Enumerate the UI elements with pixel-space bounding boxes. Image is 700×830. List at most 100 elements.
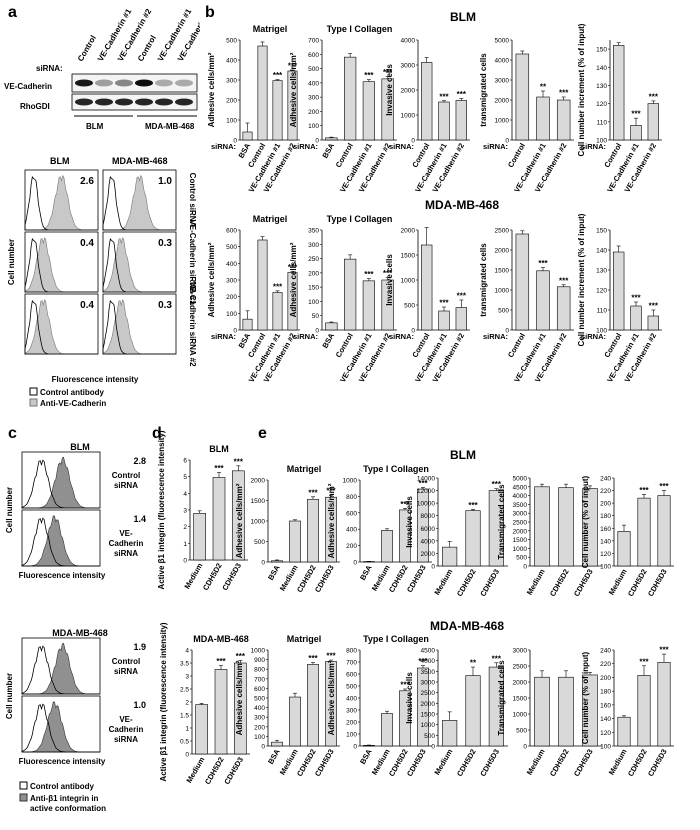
y-tick-label: 6000	[421, 526, 436, 533]
bar	[631, 125, 642, 140]
sirna-prefix: siRNA:	[581, 332, 606, 341]
significance-label: ***	[308, 488, 318, 497]
y-tick-label: 300	[226, 278, 237, 285]
bar	[439, 311, 450, 330]
y-tick-label: 140	[596, 248, 607, 255]
category-label: Medium	[432, 747, 454, 776]
bar	[289, 521, 300, 562]
y-tick-label: 700	[254, 676, 265, 683]
y-tick-label: 2500	[513, 664, 528, 671]
y-tick-label: 180	[600, 689, 611, 696]
y-tick-label: 300	[308, 242, 319, 249]
y-tick-label: 2	[183, 524, 187, 531]
category-label: BSA	[358, 747, 374, 766]
y-tick-label: 2000	[495, 248, 510, 255]
y-axis-label: Invasive cells	[385, 64, 394, 116]
sirna-prefix: siRNA:	[581, 142, 606, 151]
significance-label: ***	[439, 92, 449, 101]
y-tick-label: 100	[226, 311, 237, 318]
y-tick-label: 100	[308, 299, 319, 306]
y-tick-label: 200	[308, 109, 319, 116]
significance-label: ***	[639, 657, 649, 666]
y-tick-label: 240	[600, 476, 611, 483]
y-axis-label: Cell number increment (% of input)	[577, 23, 586, 156]
significance-label: ***	[659, 646, 669, 655]
y-tick-label: 400	[346, 527, 357, 534]
y-tick-label: 200	[600, 501, 611, 508]
bar	[421, 245, 432, 330]
bar	[326, 323, 338, 330]
y-tick-label: 120	[600, 730, 611, 737]
y-tick-label: 3000	[421, 680, 436, 687]
y-tick-label: 220	[600, 661, 611, 668]
y-tick-label: 1	[185, 726, 189, 733]
y-tick-label: 110	[597, 308, 608, 315]
y-tick-label: 0	[261, 744, 265, 751]
y-tick-label: 140	[600, 716, 611, 723]
y-tick-label: 400	[226, 58, 237, 65]
y-tick-label: 200	[254, 724, 265, 731]
y-tick-label: 1000	[421, 722, 436, 729]
y-axis-label: Adhesive cells/mm²	[327, 660, 336, 735]
y-axis-label: transmigrated cells	[479, 243, 488, 317]
significance-label: ***	[639, 486, 649, 495]
category-label: CDH5D3	[478, 748, 501, 778]
y-tick-label: 4	[183, 491, 187, 498]
bar	[213, 478, 225, 561]
bar	[381, 530, 392, 562]
y-tick-label: 500	[254, 696, 265, 703]
y-tick-label: 0	[431, 564, 435, 571]
y-tick-label: 500	[346, 684, 357, 691]
category-label: Control	[506, 332, 527, 360]
y-tick-label: 100	[308, 123, 319, 130]
sirna-prefix: siRNA:	[483, 142, 508, 151]
bar	[613, 252, 624, 330]
y-axis-label: Adhesive cells/mm²	[207, 52, 216, 127]
y-tick-label: 50	[312, 313, 320, 320]
y-tick-label: 4000	[513, 493, 528, 500]
y-tick-label: 3500	[513, 502, 528, 509]
significance-label: ***	[538, 259, 548, 268]
y-tick-label: 300	[346, 708, 357, 715]
y-axis-label: Cell number (% of input)	[581, 475, 590, 568]
y-tick-label: 2000	[513, 680, 528, 687]
bar	[289, 697, 300, 746]
y-tick-label: 4500	[513, 484, 528, 491]
y-axis-label: Invasive cells	[405, 672, 414, 724]
y-tick-label: 2000	[421, 701, 436, 708]
y-tick-label: 600	[254, 686, 265, 693]
category-label: Medium	[525, 747, 547, 776]
bar	[215, 670, 227, 755]
chart-title: Type I Collagen	[363, 634, 429, 644]
bar	[658, 496, 670, 566]
y-tick-label: 180	[600, 513, 611, 520]
category-label: CDH5D3	[572, 568, 595, 598]
bar	[638, 498, 650, 566]
y-tick-label: 8000	[421, 513, 436, 520]
y-tick-label: 800	[346, 494, 357, 501]
bar	[559, 677, 574, 746]
bar	[618, 531, 630, 566]
bar	[258, 240, 267, 330]
bar	[194, 513, 206, 560]
y-tick-label: 2500	[495, 228, 510, 235]
bar	[456, 308, 467, 331]
y-tick-label: 150	[308, 285, 319, 292]
y-tick-label: 900	[254, 657, 265, 664]
y-tick-label: 3500	[421, 669, 436, 676]
y-axis-label: Invasive cells	[405, 496, 414, 548]
y-tick-label: 2000	[251, 478, 266, 485]
y-tick-label: 2000	[513, 528, 528, 535]
category-label: CDH5D3	[646, 748, 669, 778]
significance-label: ***	[236, 652, 246, 661]
bar	[344, 259, 356, 330]
sirna-prefix: siRNA:	[483, 332, 508, 341]
bar	[442, 547, 456, 566]
y-tick-label: 1000	[343, 478, 358, 485]
y-tick-label: 110	[597, 119, 608, 126]
